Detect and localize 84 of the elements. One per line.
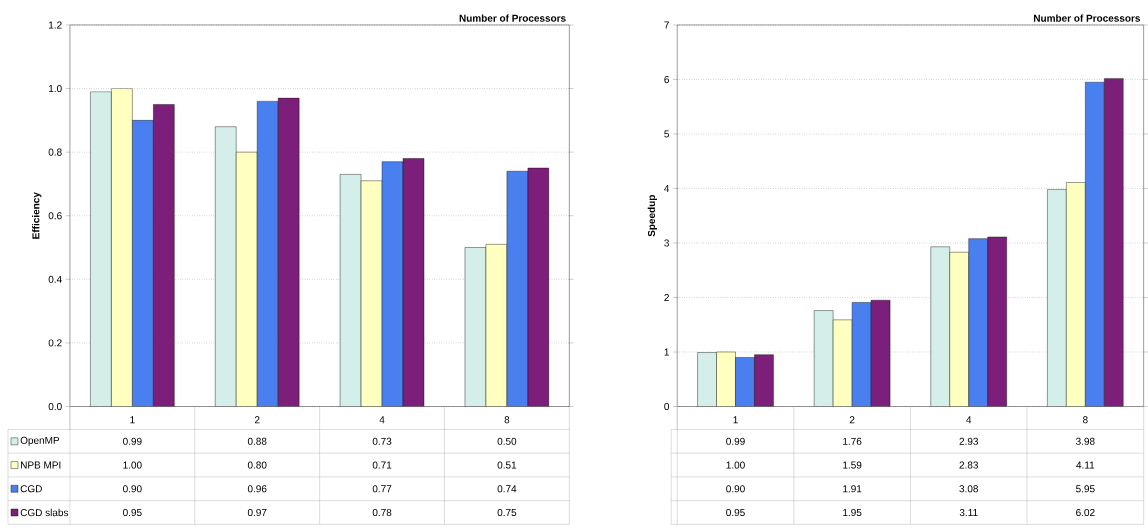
y-axis-title: Efficiency — [32, 192, 42, 239]
data-label: 0.95 — [726, 508, 745, 516]
y-tick-label: 0 — [664, 402, 670, 410]
bar — [930, 246, 950, 407]
bar — [236, 151, 258, 407]
data-label: 1.00 — [726, 461, 745, 469]
y-axis-title: Speedup — [647, 194, 657, 237]
data-label: 0.90 — [726, 485, 745, 493]
data-label: 1.00 — [123, 461, 142, 469]
bar — [987, 236, 1007, 407]
data-label: 0.99 — [123, 437, 142, 445]
bar — [360, 180, 383, 407]
bar — [464, 247, 487, 407]
data-label: 0.96 — [247, 485, 267, 493]
data-label: 5.95 — [1076, 485, 1095, 493]
legend-label: OpenMP — [20, 436, 60, 446]
y-tick-label: 0.2 — [48, 339, 62, 347]
y-tick-label: 3 — [664, 239, 669, 247]
y-tick-label: 4 — [664, 184, 670, 192]
y-tick-label: 2 — [664, 293, 669, 301]
legend-label: CGD — [20, 485, 42, 493]
bar — [485, 243, 508, 407]
data-label: 0.99 — [726, 437, 745, 445]
data-label: 3.11 — [959, 508, 978, 516]
x-tick-label: 1 — [130, 416, 135, 423]
bar — [132, 119, 154, 407]
x-tick-label: 4 — [966, 416, 972, 423]
legend-label: CGD slabs — [20, 508, 69, 516]
y-tick-label: 6 — [664, 75, 669, 83]
data-label: 0.90 — [123, 485, 142, 493]
y-tick-label: 0.8 — [48, 148, 62, 156]
data-label: 0.97 — [247, 508, 267, 516]
y-tick-label: 1.0 — [49, 84, 62, 92]
bar — [716, 351, 736, 407]
data-label: 0.78 — [372, 508, 392, 516]
y-tick-label: 0.0 — [48, 402, 62, 410]
data-label: 0.95 — [123, 508, 142, 516]
data-label: 0.51 — [497, 461, 517, 469]
data-label: 1.76 — [843, 437, 862, 445]
data-label: 2.83 — [959, 461, 979, 469]
data-label: 0.75 — [497, 508, 517, 516]
y-tick-label: 1 — [664, 348, 669, 356]
bar — [1047, 189, 1067, 407]
bar — [339, 174, 362, 407]
data-label: 0.50 — [497, 437, 517, 445]
bar — [506, 170, 529, 407]
x-tick-label: 8 — [1083, 416, 1088, 424]
x-tick-label: 8 — [504, 416, 510, 424]
y-tick-label: 0.4 — [48, 275, 62, 283]
data-label: 1.59 — [843, 461, 862, 469]
data-label: 3.98 — [1076, 437, 1095, 445]
bar — [381, 161, 404, 407]
bar — [754, 354, 774, 407]
x-axis-title: Number of Processors — [459, 14, 566, 22]
legend-label: NPB MPI — [21, 461, 61, 469]
y-tick-label: 1.2 — [49, 21, 62, 29]
data-label: 0.80 — [247, 461, 267, 469]
bar — [257, 100, 279, 407]
x-axis-title: Number of Processors — [1033, 14, 1141, 22]
bar — [1066, 182, 1086, 407]
x-tick-label: 1 — [733, 416, 738, 423]
x-tick-label: 4 — [379, 416, 385, 423]
y-tick-label: 7 — [664, 21, 669, 29]
data-label: 1.95 — [843, 508, 862, 516]
data-label: 2.93 — [959, 437, 979, 445]
data-label: 1.91 — [843, 485, 862, 493]
data-label: 3.08 — [959, 485, 979, 493]
data-label: 0.77 — [372, 485, 392, 493]
data-label: 4.11 — [1076, 461, 1095, 469]
bar — [949, 251, 969, 407]
data-label: 0.73 — [372, 437, 392, 445]
y-tick-label: 5 — [664, 130, 669, 138]
x-tick-label: 2 — [849, 416, 855, 424]
bar — [215, 126, 237, 407]
data-label: 0.74 — [497, 485, 517, 493]
bar — [697, 352, 717, 407]
data-label: 0.88 — [247, 437, 267, 445]
x-tick-label: 2 — [254, 416, 260, 424]
bar — [1104, 78, 1124, 407]
data-label: 6.02 — [1076, 508, 1095, 516]
y-tick-label: 0.6 — [48, 212, 62, 220]
data-label: 0.71 — [372, 461, 392, 469]
bar — [90, 91, 112, 407]
bar — [111, 88, 133, 407]
